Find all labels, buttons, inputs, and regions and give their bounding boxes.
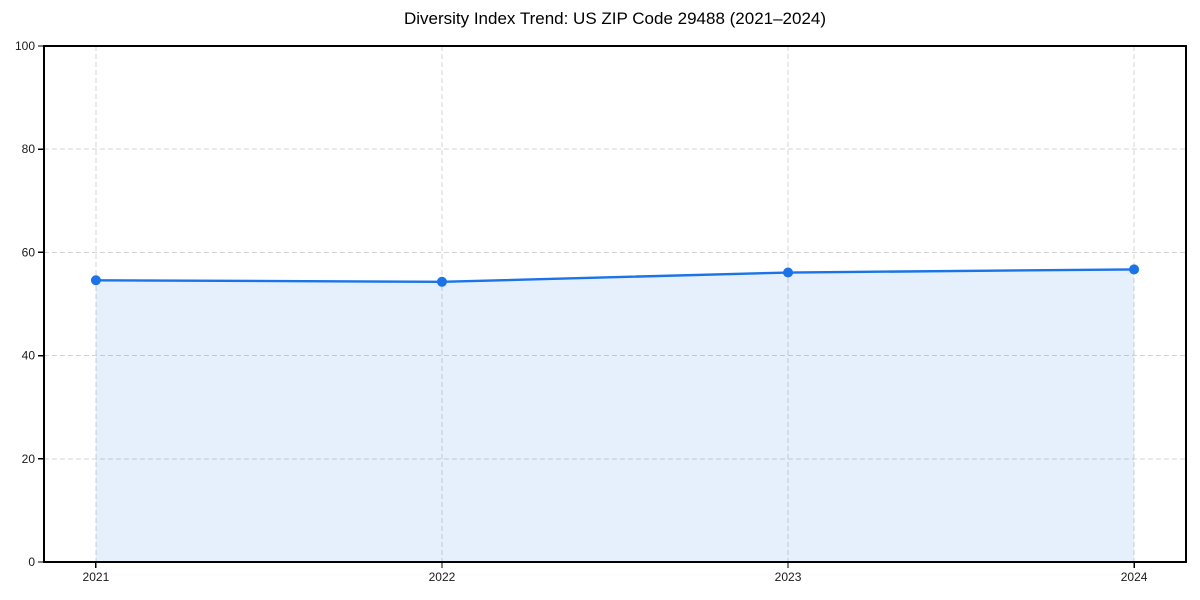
y-tick-label: 20 — [22, 452, 36, 466]
y-tick-label: 0 — [28, 555, 35, 569]
x-tick-label: 2022 — [429, 570, 456, 584]
data-point-marker — [436, 276, 447, 287]
axes-spines — [43, 45, 1187, 563]
series-line — [94, 268, 1136, 284]
x-tick-label: 2024 — [1121, 570, 1148, 584]
x-tick-label: 2023 — [775, 570, 802, 584]
chart-title: Diversity Index Trend: US ZIP Code 29488… — [403, 9, 827, 28]
x-tick-label: 2021 — [83, 570, 110, 584]
data-point-marker — [1129, 264, 1140, 275]
series-area — [95, 269, 1135, 562]
y-tick-label: 80 — [22, 142, 36, 156]
data-point-marker — [90, 275, 101, 286]
y-tick-label: 60 — [22, 245, 36, 259]
data-point-marker — [783, 267, 794, 278]
y-tick-label: 100 — [15, 39, 35, 53]
y-tick-label: 40 — [22, 349, 36, 363]
